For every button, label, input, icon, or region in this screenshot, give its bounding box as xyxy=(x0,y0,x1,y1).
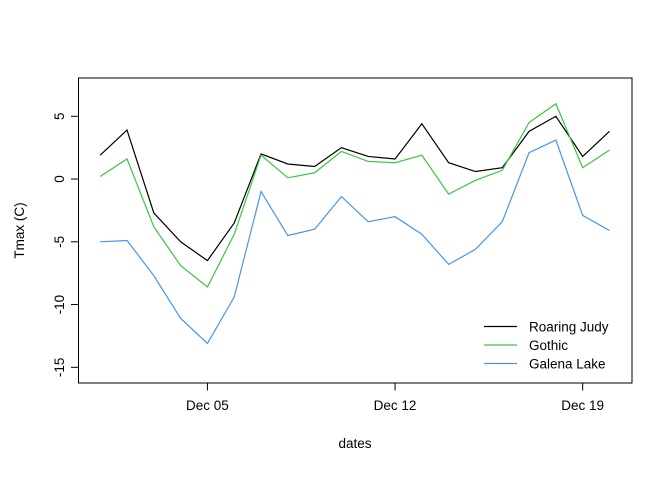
series-line-roaring-judy xyxy=(99,115,610,262)
legend-label: Gothic xyxy=(529,338,568,353)
series-line-gothic xyxy=(99,102,610,288)
y-tick-label: 5 xyxy=(52,113,67,121)
series-line-galena-lake xyxy=(100,139,610,345)
y-tick-label: -15 xyxy=(52,358,67,378)
y-tick-label: -10 xyxy=(52,295,67,315)
plot-box xyxy=(78,77,633,384)
x-tick-label: Dec 19 xyxy=(561,398,604,413)
y-tick-label: 0 xyxy=(52,175,67,183)
x-tick-label: Dec 05 xyxy=(186,398,229,413)
legend-label: Galena Lake xyxy=(529,356,606,371)
y-tick-label: -5 xyxy=(52,236,67,248)
y-axis-title: Tmax (C) xyxy=(12,202,27,258)
plot-area: Dec 05 Dec 12 Dec 19 5 0 -5 -10 -15 Roaring Judy… xyxy=(52,77,633,413)
legend-label: Roaring Judy xyxy=(529,319,609,334)
x-tick-label: Dec 12 xyxy=(374,398,417,413)
x-axis-title: dates xyxy=(338,436,371,451)
